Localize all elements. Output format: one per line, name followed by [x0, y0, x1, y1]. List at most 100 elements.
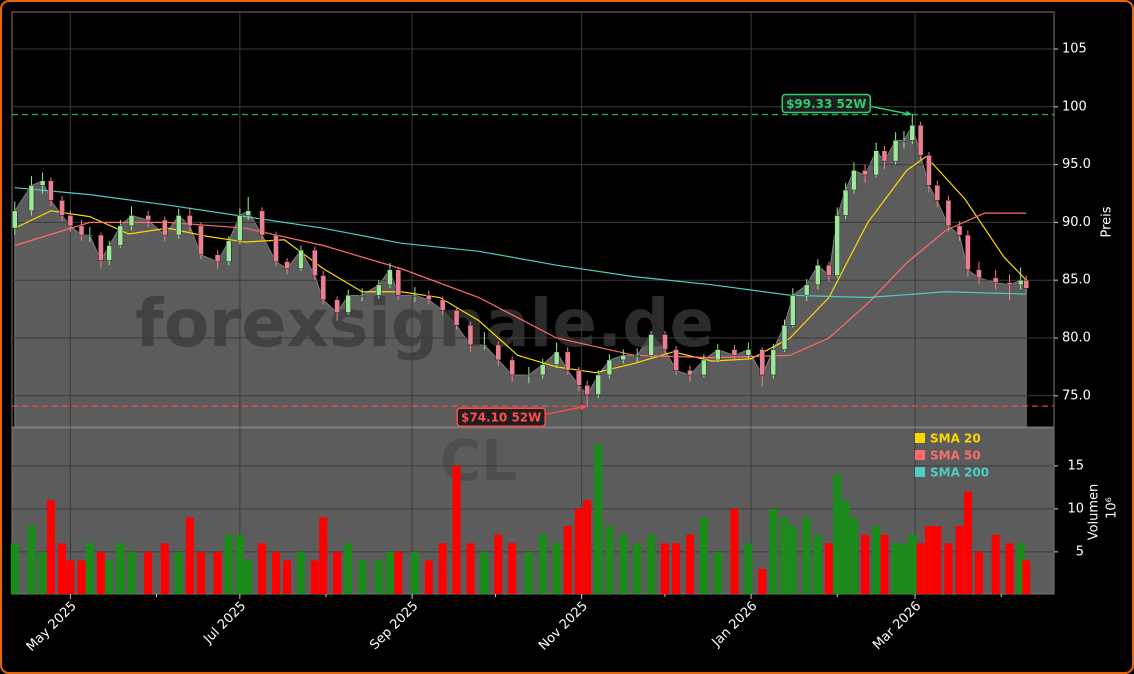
volume-bar [10, 543, 19, 594]
y-tick-label: 15 [1067, 458, 1084, 473]
volume-bar [96, 551, 105, 594]
candle-body [909, 125, 916, 141]
volume-bar [38, 551, 47, 594]
volume-bar [685, 534, 694, 594]
candle-body [584, 385, 590, 395]
y-tick-label: 100 [1062, 99, 1087, 114]
annotation-arrow [871, 105, 907, 115]
volume-bar [891, 543, 900, 594]
sma-line [14, 187, 1027, 299]
candle-body [881, 150, 888, 162]
volume-bar [841, 500, 850, 594]
annotation-arrowhead [905, 110, 913, 116]
volume-bar [594, 444, 603, 594]
candle-body [67, 215, 74, 227]
sma-line [14, 212, 1027, 359]
candle-body [214, 254, 221, 262]
volume-bar [452, 465, 461, 594]
volume-bar [552, 543, 561, 594]
volume-bar [1022, 560, 1031, 594]
volume-bar [160, 543, 169, 594]
candle-body [815, 264, 821, 286]
volume-bar [508, 543, 517, 594]
volume-bar [605, 526, 614, 594]
candle-body [539, 364, 546, 376]
candle-body [439, 299, 446, 311]
candle-body [620, 355, 627, 361]
y-tick-label: 80.0 [1062, 330, 1091, 345]
candle-body [78, 225, 85, 236]
volume-bar [424, 560, 433, 594]
candle-body [259, 210, 265, 236]
volume-bar [196, 551, 205, 594]
candle-body [106, 245, 113, 261]
volume-bar [908, 534, 917, 594]
volume-bar [991, 534, 1000, 594]
candle-body [745, 349, 752, 356]
candle-body [934, 185, 941, 201]
candle-body [187, 215, 193, 227]
volume-bar [344, 543, 353, 594]
volume-bar [174, 551, 183, 594]
candle-body [634, 355, 640, 357]
volume-bar [963, 491, 972, 594]
volume-bar [619, 534, 628, 594]
volume-bar [813, 534, 822, 594]
candle-body [956, 225, 963, 236]
candle-body [145, 215, 151, 221]
candle-body [376, 284, 382, 296]
volume-bar [58, 543, 67, 594]
volume-bar [955, 526, 964, 594]
volume-bar [824, 543, 833, 594]
candle-body [965, 234, 971, 271]
annotation-box [781, 93, 872, 114]
candle-body [701, 359, 707, 376]
candle-body [892, 140, 899, 162]
plot-layer: forexsignale.de CL 75.0 80.0 85.0 90.0 95.0 100… [10, 12, 1091, 655]
volume-bar [258, 543, 267, 594]
volume-bar [116, 543, 125, 594]
legend-label: SMA 50 [930, 449, 981, 463]
candle-body [1023, 279, 1029, 289]
volume-bar [524, 551, 533, 594]
candle-body [59, 200, 65, 216]
candle-body [576, 370, 582, 386]
volume-bar [494, 534, 503, 594]
volume-bar [849, 517, 858, 594]
candle-body [359, 294, 365, 297]
volume-bar [438, 543, 447, 594]
volume-bar [333, 551, 342, 594]
volume-bar [788, 526, 797, 594]
candle-body [467, 325, 474, 346]
candle-body [526, 374, 532, 377]
candle-body [175, 215, 182, 236]
volume-bar [647, 534, 656, 594]
annotation-label: $74.10 52W [461, 411, 541, 425]
candle-body [48, 180, 54, 201]
volume-bar [85, 543, 94, 594]
legend-swatch [915, 467, 925, 477]
candle-body [673, 349, 679, 371]
candle-body [770, 349, 777, 376]
candle-body [606, 359, 613, 376]
candle-body [509, 359, 515, 376]
candle-body [715, 349, 721, 361]
candle-body [87, 234, 93, 237]
candle-body [976, 269, 982, 279]
candle-body [117, 225, 124, 246]
candle-body [237, 215, 243, 242]
candle-body [1006, 282, 1013, 286]
volume-bar [880, 534, 889, 594]
volume-bar [46, 500, 55, 594]
candle-body [901, 140, 907, 142]
volume-bar [802, 517, 811, 594]
candle-body [412, 294, 418, 297]
volume-bar [127, 551, 136, 594]
candle-body [28, 185, 35, 212]
volume-unit-label: 10⁶ [1105, 497, 1120, 519]
sma-line [14, 155, 1027, 374]
volume-bar [924, 526, 933, 594]
volume-bar [296, 551, 305, 594]
candle-body [225, 240, 232, 262]
candle-body [662, 334, 668, 350]
